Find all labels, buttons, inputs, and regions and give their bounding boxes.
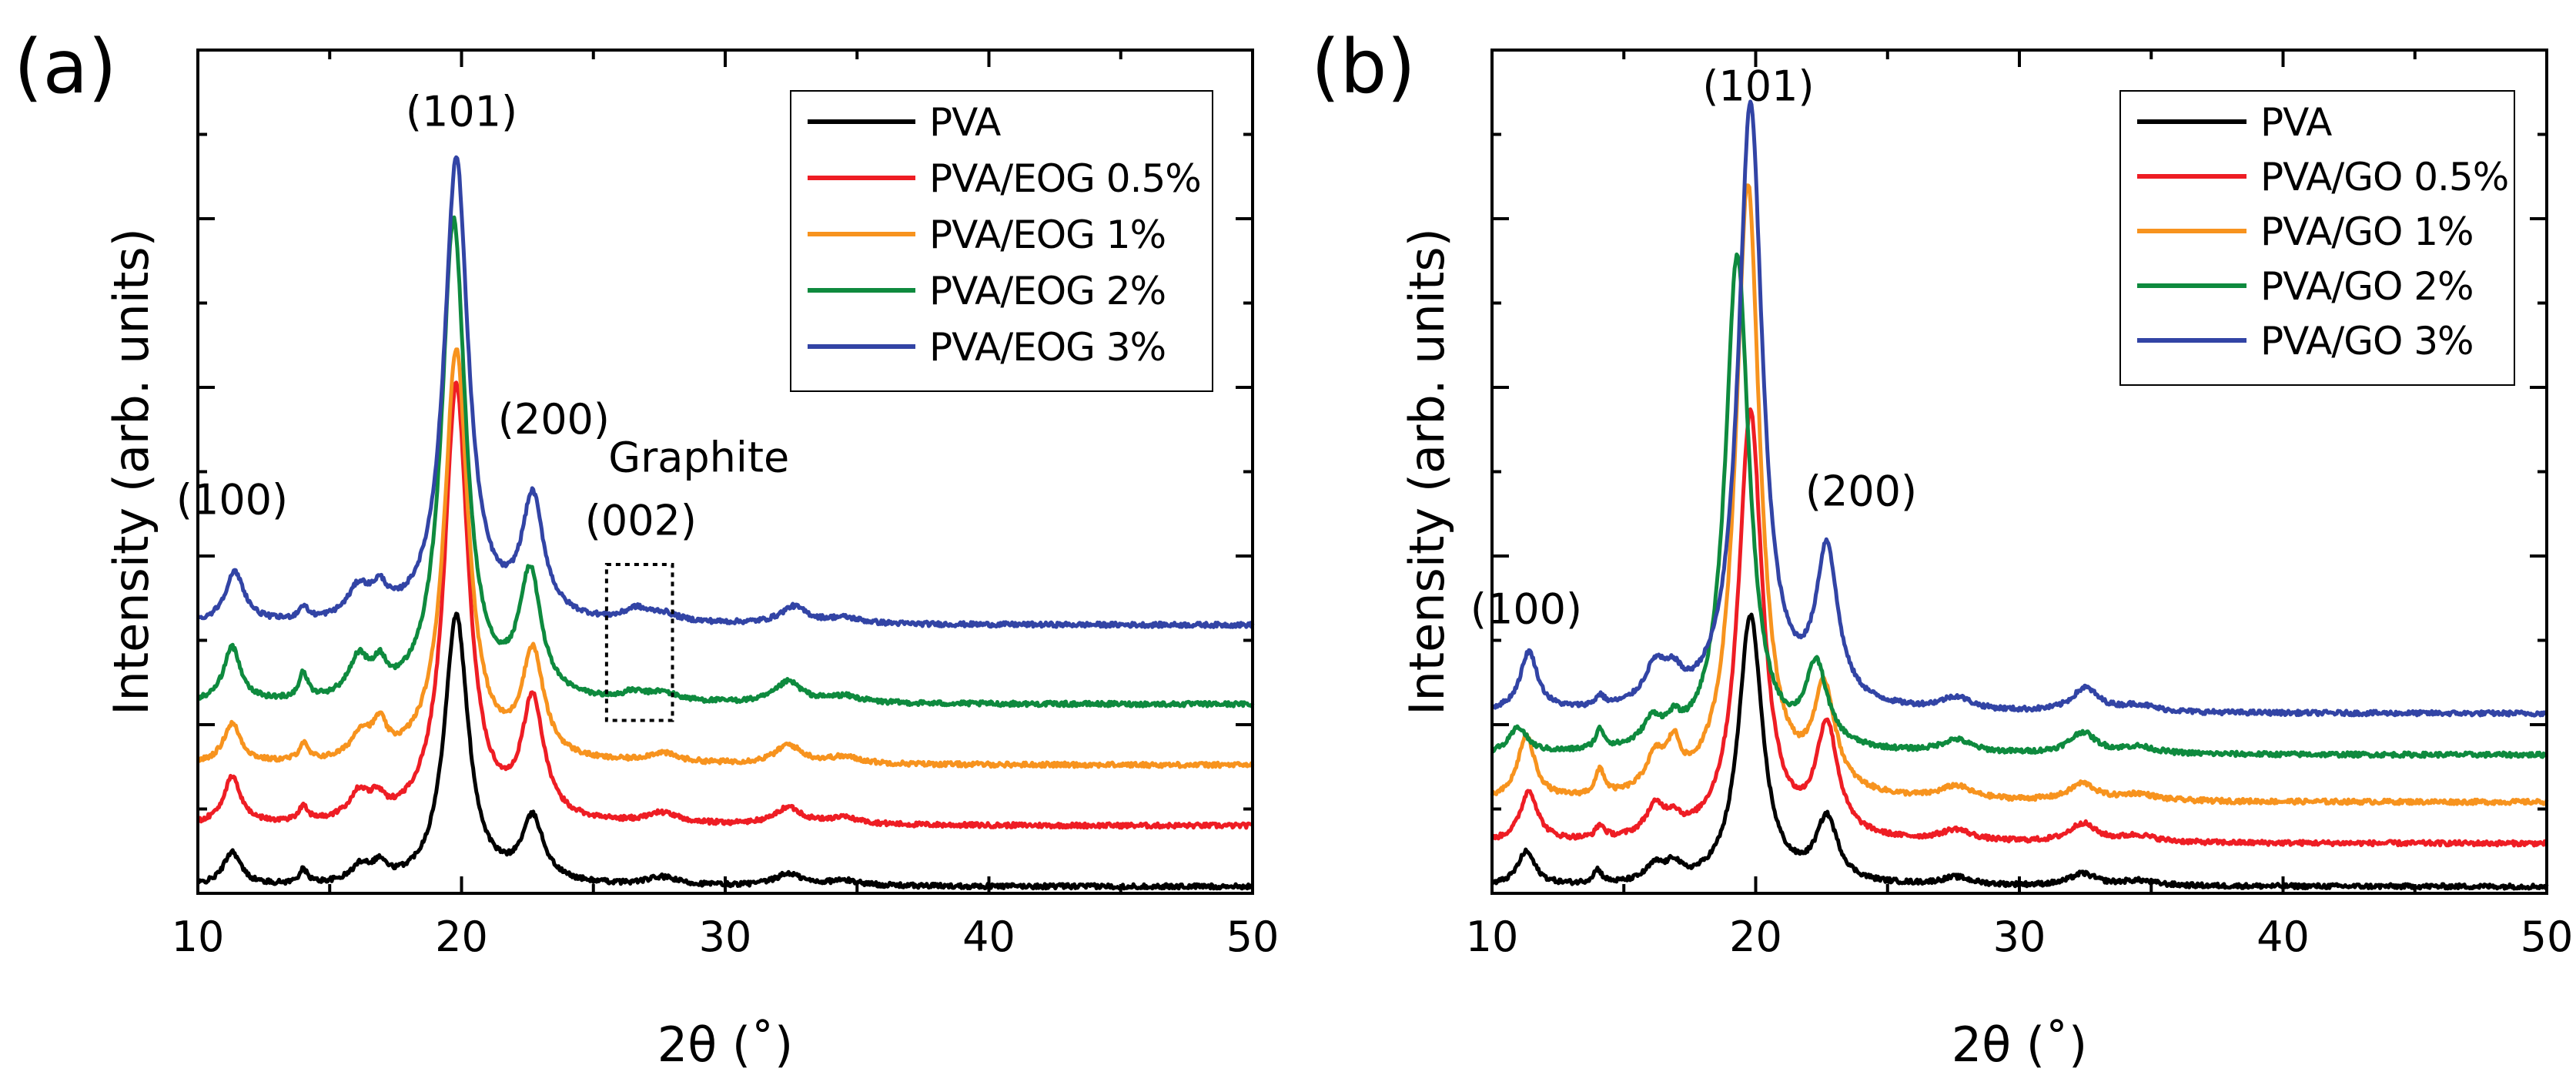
legend-label-pva-eog-1: PVA/EOG 1%: [929, 213, 1166, 257]
legend-label-pva-eog-0-5: PVA/EOG 0.5%: [929, 156, 1201, 201]
panel-label: (b): [1311, 24, 1416, 110]
series-line-pva-eog-3: [196, 155, 1255, 629]
series-line-pva-eog-2: [196, 215, 1255, 708]
panel-label: (a): [14, 24, 117, 110]
x-tick-label: 50: [2521, 913, 2574, 961]
series-line-pva-go-0-5: [1490, 407, 2548, 848]
legend-label-pva: PVA: [929, 100, 1001, 145]
x-tick-label: 20: [1729, 913, 1782, 961]
legend-label-pva-go-3: PVA/GO 3%: [2260, 319, 2474, 363]
x-tick-label: 10: [1466, 913, 1519, 961]
chart-panel-1: (b) 10 20 30 40 50 2θ (˚) Intensity (arb. units…: [1311, 24, 2573, 1073]
legend-label-pva: PVA: [2260, 100, 2332, 145]
series-line-pva-eog-0-5: [196, 380, 1254, 830]
peak-annotation-101: (101): [406, 88, 517, 136]
legend-label-pva-go-2: PVA/GO 2%: [2260, 264, 2474, 309]
y-axis-label: Intensity (arb. units): [1399, 228, 1455, 715]
x-tick-label: 50: [1226, 913, 1280, 961]
x-tick-label: 10: [172, 913, 225, 961]
legend: PVA PVA/GO 0.5% PVA/GO 1% PVA/GO 2% PVA/GO 3…: [2119, 90, 2515, 386]
x-axis-label: 2θ (˚): [1952, 1017, 2087, 1073]
series-line-pva-eog-1: [196, 347, 1255, 769]
peak-annotation-100: (100): [1470, 585, 1582, 634]
peak-annotation-100: (100): [176, 475, 288, 524]
peak-annotation-200: (200): [1805, 467, 1917, 515]
peak-annotation-200: (200): [498, 395, 610, 444]
legend: PVA PVA/EOG 0.5% PVA/EOG 1% PVA/EOG 2% PVA/E…: [790, 90, 1213, 392]
legend-label-pva-eog-2: PVA/EOG 2%: [929, 269, 1166, 313]
x-tick-label: 20: [435, 913, 488, 961]
graphite-highlight-box: [604, 562, 674, 722]
legend-box: [2119, 90, 2515, 386]
x-tick-label: 30: [699, 913, 752, 961]
peak-annotation-graphite: Graphite: [608, 434, 789, 482]
x-axis-label: 2θ (˚): [657, 1017, 793, 1073]
legend-box: [790, 90, 1213, 392]
legend-label-pva-eog-3: PVA/EOG 3%: [929, 325, 1166, 370]
x-tick-label: 30: [1993, 913, 2046, 961]
series-line-pva-go-1: [1490, 183, 2549, 806]
series-line-pva-go-3: [1490, 99, 2548, 718]
x-tick-label: 40: [962, 913, 1015, 961]
chart-panel-0: (a) 10 20 30 40 50 2θ (˚) Intensity (arb. units…: [14, 24, 1279, 1073]
series-line-pva-go-2: [1490, 252, 2548, 759]
legend-label-pva-go-1: PVA/GO 1%: [2260, 209, 2474, 254]
peak-annotation-002: (002): [585, 497, 697, 545]
peak-annotation-101: (101): [1702, 62, 1814, 111]
y-axis-label: Intensity (arb. units): [103, 228, 159, 715]
x-tick-label: 40: [2257, 913, 2310, 961]
legend-label-pva-go-0-5: PVA/GO 0.5%: [2260, 155, 2508, 199]
